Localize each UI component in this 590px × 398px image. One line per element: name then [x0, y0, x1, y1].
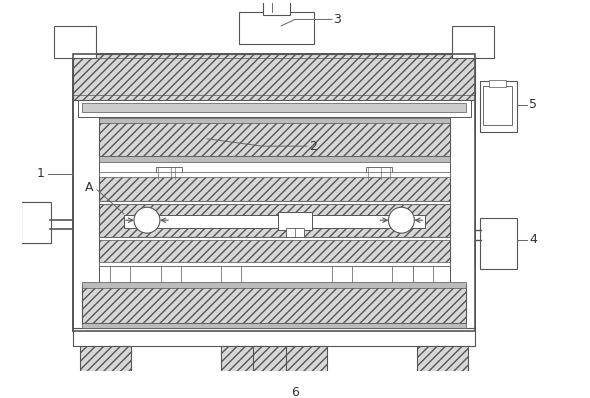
Bar [99, 205, 450, 237]
Text: 3: 3 [333, 13, 340, 26]
Bar [450, 100, 476, 331]
Text: A: A [86, 181, 94, 194]
Bar [366, 166, 392, 179]
Text: 6: 6 [291, 386, 299, 398]
Bar [417, 346, 468, 374]
Bar [110, 265, 130, 286]
Bar [124, 215, 425, 228]
Bar [99, 262, 450, 265]
Bar [73, 54, 476, 331]
Bar [73, 328, 476, 346]
Bar [73, 54, 476, 100]
Bar [99, 237, 450, 265]
Bar [22, 202, 50, 243]
Text: 1: 1 [37, 168, 44, 180]
Text: 5: 5 [529, 98, 537, 111]
Text: 2: 2 [309, 140, 317, 153]
Bar [161, 265, 181, 286]
Bar [99, 237, 450, 240]
Bar [99, 121, 450, 156]
Bar [99, 201, 450, 205]
Bar [54, 26, 96, 58]
Bar [99, 175, 450, 201]
Bar [278, 212, 312, 230]
Text: 4: 4 [529, 233, 537, 246]
Bar [263, 0, 290, 15]
Bar [73, 54, 476, 331]
Bar [99, 156, 450, 162]
Bar [221, 265, 241, 286]
Bar [77, 100, 471, 117]
Bar [483, 86, 513, 125]
Bar [99, 117, 450, 123]
Bar [332, 265, 352, 286]
Bar [82, 103, 466, 112]
Bar [73, 100, 99, 331]
Bar [286, 228, 304, 237]
Circle shape [134, 207, 160, 233]
Bar [21, 202, 51, 243]
Bar [99, 172, 450, 177]
Bar [480, 82, 517, 132]
Bar [253, 346, 294, 374]
Circle shape [388, 207, 414, 233]
Bar [82, 286, 466, 323]
Bar [82, 323, 466, 328]
Bar [489, 80, 506, 87]
Bar [480, 219, 517, 269]
Bar [99, 265, 450, 286]
Bar [392, 265, 412, 286]
Bar [82, 282, 466, 288]
Bar [240, 12, 313, 45]
Bar [80, 346, 131, 374]
Bar [156, 166, 182, 179]
Bar [221, 346, 263, 374]
Bar [286, 346, 327, 374]
Bar [453, 26, 494, 58]
Bar [412, 265, 433, 286]
